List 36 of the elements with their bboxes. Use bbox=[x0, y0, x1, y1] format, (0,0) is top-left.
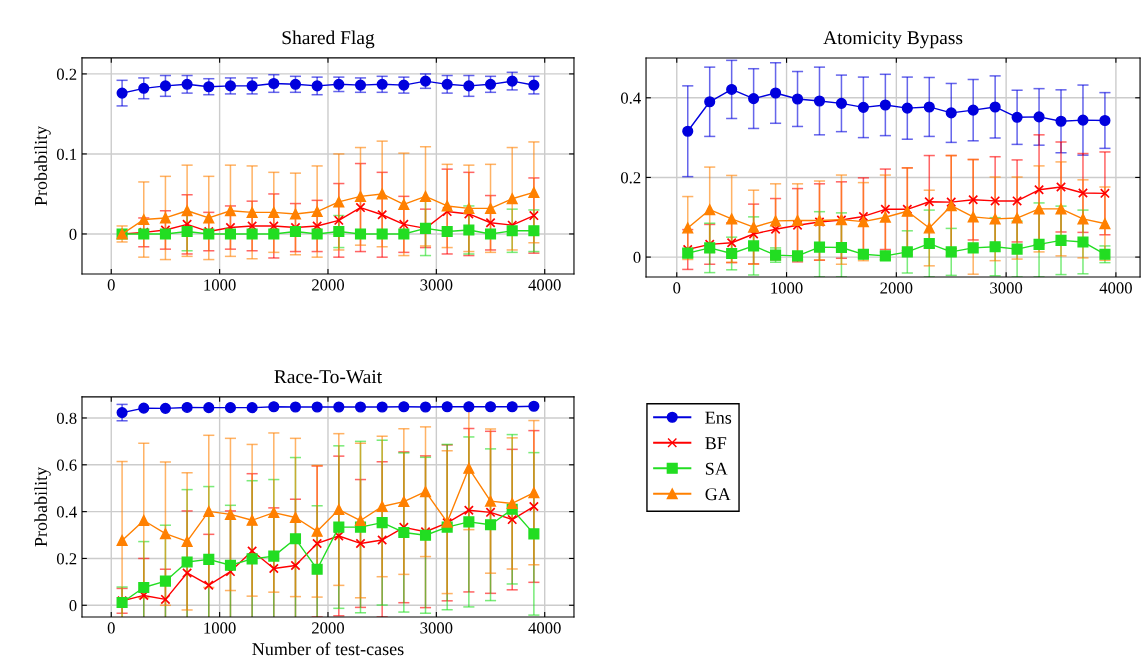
chart-title: Shared Flag bbox=[282, 30, 375, 49]
x-tick-label: 4000 bbox=[528, 279, 561, 291]
y-tick-label: 0.4 bbox=[56, 506, 77, 518]
legend-label: GA bbox=[705, 488, 731, 501]
y-tick-label: 0 bbox=[633, 251, 641, 264]
y-tick-label: 0 bbox=[69, 599, 77, 612]
legend-label: SA bbox=[705, 462, 728, 475]
chart-title: Race-To-Wait bbox=[274, 370, 383, 384]
y-tick-label: 0.2 bbox=[56, 553, 77, 565]
y-tick-label: 0.2 bbox=[56, 68, 77, 80]
legend-label: Ens bbox=[705, 411, 732, 424]
x-tick-label: 3000 bbox=[990, 282, 1023, 294]
x-tick-label: 0 bbox=[107, 622, 115, 634]
y-tick-label: 0.4 bbox=[620, 92, 641, 104]
x-tick-label: 2000 bbox=[312, 279, 345, 291]
y-tick-label: 0.8 bbox=[56, 412, 77, 424]
x-tick-label: 2000 bbox=[880, 282, 913, 294]
y-tick-label: 0.1 bbox=[56, 148, 77, 160]
x-tick-label: 0 bbox=[673, 282, 681, 294]
x-tick-label: 3000 bbox=[420, 622, 453, 634]
y-tick-label: 0 bbox=[69, 228, 77, 240]
y-tick-label: 0.2 bbox=[620, 172, 641, 184]
x-tick-label: 4000 bbox=[528, 622, 561, 634]
x-tick-label: 3000 bbox=[420, 279, 453, 291]
x-tick-label: 2000 bbox=[312, 622, 345, 634]
chart-title: Atomicity Bypass bbox=[823, 31, 963, 49]
y-tick-label: 0.6 bbox=[56, 459, 77, 471]
x-tick-label: 4000 bbox=[1099, 282, 1132, 294]
x-tick-label: 1000 bbox=[204, 279, 236, 291]
y-axis-title: Probability bbox=[34, 466, 51, 547]
x-axis-title: Number of test-cases bbox=[252, 642, 404, 656]
y-axis-title: Probability bbox=[34, 125, 51, 206]
x-tick-label: 1000 bbox=[771, 282, 803, 294]
x-tick-label: 0 bbox=[107, 279, 115, 291]
x-tick-label: 1000 bbox=[204, 622, 236, 634]
legend-label: BF bbox=[705, 437, 727, 450]
